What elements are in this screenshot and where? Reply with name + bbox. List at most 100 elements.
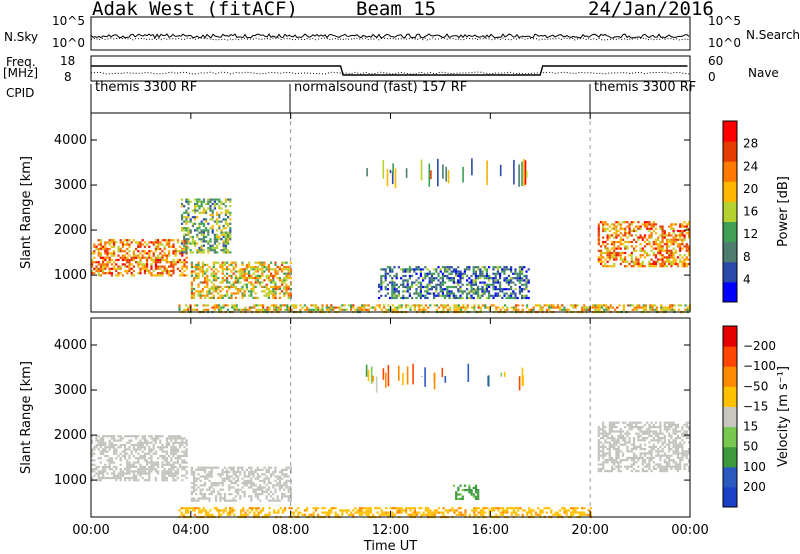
power-echo-cell bbox=[391, 270, 394, 273]
power-echo-cell bbox=[534, 304, 537, 307]
power-echo-cell bbox=[642, 308, 645, 311]
velocity-echo-cell bbox=[115, 448, 118, 451]
power-echo-cell bbox=[314, 308, 317, 311]
velocity-frame bbox=[90, 317, 691, 518]
power-echo-cell bbox=[600, 304, 603, 307]
power-echo-cell bbox=[196, 209, 199, 212]
power-echo-cell bbox=[218, 238, 221, 241]
velocity-echo-cell bbox=[652, 437, 655, 440]
velocity-echo-cell bbox=[119, 463, 122, 466]
velocity-echo-cell bbox=[220, 509, 223, 512]
power-echo-cell bbox=[466, 306, 469, 309]
power-echo-cell bbox=[655, 308, 658, 311]
power-echo-cell bbox=[165, 272, 168, 275]
power-echo-cell bbox=[602, 227, 605, 230]
velocity-echo-cell bbox=[174, 479, 177, 482]
velocity-echo-cell bbox=[606, 448, 609, 451]
power-echo-cell bbox=[650, 236, 653, 239]
power-echo-cell bbox=[642, 306, 645, 309]
power-echo-cell bbox=[604, 251, 607, 255]
velocity-echo-cell bbox=[685, 454, 688, 457]
velocity-echo-cell bbox=[104, 463, 107, 466]
velocity-echo-cell bbox=[517, 509, 520, 512]
velocity-echo-cell bbox=[641, 426, 644, 429]
power-echo-cell bbox=[683, 245, 686, 248]
velocity-echo-cell bbox=[504, 509, 507, 512]
power-echo-cell bbox=[190, 296, 193, 299]
power-echo-cell bbox=[245, 288, 248, 291]
power-echo-cell bbox=[137, 245, 140, 248]
power-echo-cell bbox=[213, 235, 216, 239]
velocity-echo-cell bbox=[597, 463, 600, 466]
power-echo-cell bbox=[222, 202, 225, 206]
velocity-echo-cell bbox=[263, 486, 266, 489]
velocity-echo-cell bbox=[308, 513, 311, 516]
power-echo-cell bbox=[228, 288, 231, 291]
power-echo-cell bbox=[143, 265, 146, 268]
velocity-echo-cell bbox=[179, 465, 182, 469]
power-echo-cell bbox=[229, 198, 232, 201]
power-echo-cell bbox=[624, 260, 627, 263]
power-echo-cell bbox=[596, 308, 599, 311]
velocity-echo-cell bbox=[350, 511, 353, 514]
velocity-echo-cell bbox=[135, 470, 138, 473]
power-echo-cell bbox=[668, 262, 671, 266]
power-echo-cell bbox=[210, 268, 213, 271]
power-echo-cell bbox=[621, 238, 625, 241]
velocity-echo-cell bbox=[685, 456, 688, 459]
power-echo-cell bbox=[117, 274, 120, 277]
velocity-echo-cell bbox=[281, 468, 284, 471]
velocity-echo-cell bbox=[172, 448, 175, 451]
power-echo-cell bbox=[241, 292, 244, 295]
velocity-colorbar-frame bbox=[722, 325, 738, 508]
power-echo-cell bbox=[232, 285, 235, 288]
power-echo-cell bbox=[321, 308, 324, 311]
power-echo-cell bbox=[393, 296, 396, 300]
power-echo-cell bbox=[589, 306, 592, 309]
velocity-echo-cell bbox=[396, 511, 399, 514]
velocity-echo-cell bbox=[648, 452, 651, 455]
power-echo-cell bbox=[265, 285, 268, 288]
power-echo-cell bbox=[637, 225, 640, 228]
power-echo-cell bbox=[676, 229, 680, 233]
velocity-echo-cell bbox=[369, 511, 372, 514]
velocity-echo-cell bbox=[181, 439, 184, 442]
power-echo-cell bbox=[108, 267, 111, 270]
velocity-echo-cell bbox=[641, 463, 644, 466]
power-echo-cell bbox=[459, 294, 462, 297]
velocity-echo-cell bbox=[185, 461, 188, 464]
velocity-echo-cell bbox=[576, 511, 579, 514]
velocity-echo-cell bbox=[378, 513, 381, 516]
power-echo-cell bbox=[202, 229, 205, 232]
power-echo-cell bbox=[113, 243, 116, 246]
velocity-echo-cell bbox=[635, 454, 638, 457]
power-echo-cell bbox=[382, 281, 385, 284]
power-echo-cell bbox=[183, 247, 186, 251]
power-echo-cell bbox=[361, 304, 364, 307]
power-echo-cell bbox=[679, 234, 682, 237]
velocity-echo-cell bbox=[104, 446, 107, 449]
power-echo-cell bbox=[193, 292, 196, 295]
velocity-echo-cell bbox=[146, 441, 149, 444]
velocity-echo-cell bbox=[641, 437, 644, 440]
power-echo-cell bbox=[256, 261, 259, 264]
velocity-echo-cell bbox=[176, 472, 179, 475]
power-echo-cell bbox=[521, 308, 524, 311]
power-echo-cell bbox=[198, 246, 201, 250]
power-echo-cell bbox=[430, 285, 433, 289]
velocity-echo-cell bbox=[641, 456, 644, 459]
velocity-echo-cell bbox=[115, 439, 118, 442]
power-echo-cell bbox=[433, 296, 436, 300]
velocity-echo-cell bbox=[148, 441, 151, 444]
velocity-echo-cell bbox=[201, 468, 204, 471]
velocity-echo-cell bbox=[674, 437, 677, 440]
velocity-echo-cell bbox=[237, 484, 240, 487]
velocity-echo-cell bbox=[193, 509, 196, 512]
velocity-echo-cell bbox=[97, 474, 100, 477]
velocity-echo-cell bbox=[102, 450, 105, 453]
power-echo-cell bbox=[165, 261, 168, 264]
velocity-echo-cell bbox=[104, 454, 107, 458]
power-echo-cell bbox=[610, 240, 614, 244]
velocity-echo-cell bbox=[132, 472, 135, 475]
velocity-echo-cell bbox=[674, 463, 677, 466]
